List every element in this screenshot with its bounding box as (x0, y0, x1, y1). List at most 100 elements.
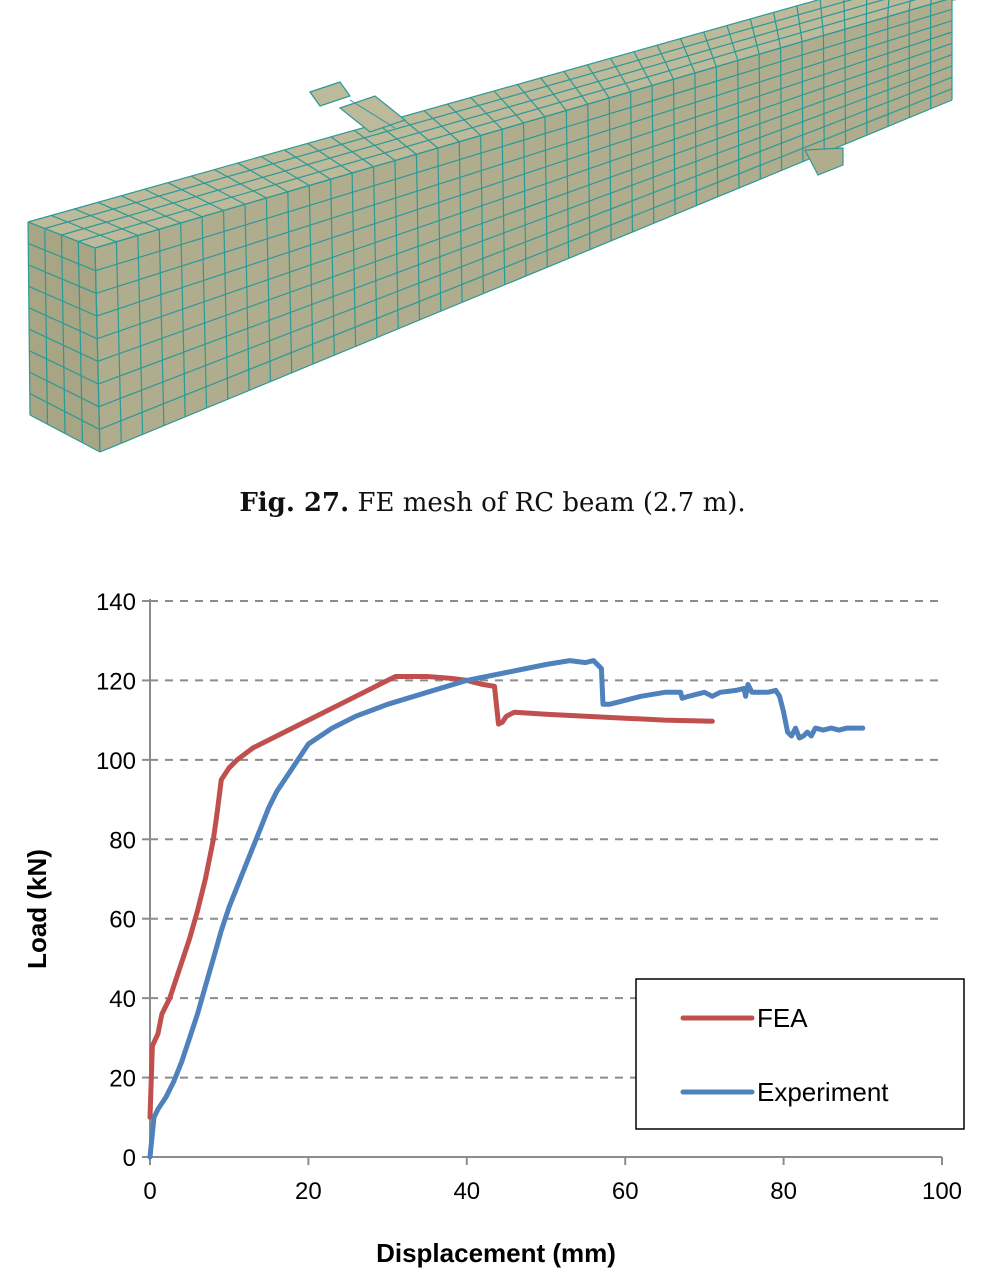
mesh-line (423, 110, 460, 143)
mesh-line (158, 229, 165, 426)
y-tick-label: 40 (109, 986, 136, 1013)
loading-plate (309, 81, 351, 107)
mesh-line (608, 97, 612, 241)
mesh-line (244, 204, 250, 391)
mesh-line (865, 22, 868, 136)
mesh-line (308, 185, 314, 365)
mesh-line (95, 20, 953, 294)
load-displacement-chart: 0 20 40 60 80 100 120 140 0 20 40 60 80 100 Displaceme… (22, 589, 965, 1268)
legend-label-experiment: Experiment (757, 1077, 889, 1107)
y-tick-label: 100 (96, 748, 136, 775)
chart-series (147, 658, 866, 1160)
mesh-line (349, 99, 396, 129)
x-tick-label: 60 (612, 1178, 639, 1205)
mesh-line (544, 116, 548, 268)
figure-27-label: Fig. 27 (239, 488, 341, 518)
mesh-line (120, 195, 181, 224)
mesh-line (493, 90, 524, 124)
series-line-experiment (147, 658, 866, 1160)
mesh-line (609, 57, 632, 93)
mesh-line (819, 0, 825, 36)
mesh-line (97, 54, 953, 362)
mesh-line (98, 76, 953, 408)
mesh-line (190, 175, 246, 205)
mesh-line (74, 208, 139, 237)
mesh-line (773, 12, 782, 49)
mesh-line (98, 65, 953, 385)
mesh-line (400, 116, 439, 149)
series-line-fea (147, 674, 715, 1120)
mesh-line (60, 234, 66, 434)
mesh-line (694, 72, 697, 206)
mesh-line (563, 70, 589, 105)
mesh-line (96, 31, 953, 317)
mesh-line (908, 0, 911, 11)
mesh-line (865, 0, 868, 24)
mesh-line (94, 247, 101, 453)
mesh-line (458, 141, 463, 303)
mesh-line (437, 147, 442, 312)
mesh-line (779, 47, 783, 171)
mesh-line (28, 307, 98, 340)
mesh-line (260, 155, 310, 187)
mesh-line (703, 31, 717, 67)
x-tick-label: 0 (143, 1178, 156, 1205)
mesh-line (283, 149, 331, 180)
x-axis-title: Displacement (mm) (376, 1238, 616, 1268)
x-tick-label: 100 (922, 1178, 962, 1205)
y-axis-title: Load (kN) (22, 849, 52, 969)
mesh-line (726, 25, 739, 61)
chart-axes: 0 20 40 60 80 100 120 140 0 20 40 60 80 100 Displaceme… (22, 589, 962, 1268)
mesh-line (44, 228, 49, 425)
mesh-line (307, 142, 353, 174)
mesh-line (656, 44, 675, 80)
mesh-line (330, 179, 335, 356)
mesh-line (446, 103, 482, 136)
y-tick-label: 120 (96, 668, 136, 695)
mesh-line (822, 35, 825, 153)
mesh-line (522, 122, 527, 277)
mesh-line (27, 221, 96, 249)
mesh-line (167, 182, 224, 212)
mesh-line (587, 104, 591, 250)
mesh-line (28, 285, 97, 317)
mesh-line (480, 135, 484, 294)
figure-27-text: FE mesh of RC beam (2.7 m). (357, 488, 746, 518)
mesh-line (29, 414, 101, 453)
beam-top-face (28, 0, 958, 248)
fe-mesh-beam-figure (27, 0, 958, 453)
mesh-line (97, 42, 953, 340)
mesh-line (214, 169, 267, 199)
mesh-line (137, 235, 144, 435)
mesh-line (651, 85, 655, 224)
mesh-line (28, 264, 97, 294)
mesh-line (353, 129, 396, 161)
mesh-line (586, 64, 610, 99)
mesh-line (737, 60, 740, 189)
mesh-line (715, 66, 719, 197)
mesh-line (377, 123, 417, 155)
mesh-line (633, 51, 653, 86)
x-tick-label: 20 (295, 1178, 322, 1205)
mesh-line (27, 242, 96, 272)
mesh-line (887, 0, 890, 17)
mesh-line (77, 241, 84, 443)
mesh-line (843, 0, 846, 30)
mesh-line (51, 214, 117, 243)
mesh-line (801, 41, 804, 162)
support-plate (804, 147, 844, 176)
mesh-line (351, 172, 357, 347)
mesh-line (28, 328, 99, 362)
mesh-line (749, 18, 760, 55)
mesh-line (29, 371, 100, 408)
y-tick-label: 140 (96, 589, 136, 616)
mesh-line (95, 8, 953, 272)
mesh-line (796, 5, 803, 42)
mesh-line (29, 350, 99, 385)
mesh-line (470, 97, 503, 130)
mesh-line (144, 188, 203, 218)
mesh-line (630, 91, 634, 233)
x-tick-label: 40 (453, 1178, 480, 1205)
mesh-line (372, 166, 378, 338)
mesh-line (222, 210, 229, 400)
